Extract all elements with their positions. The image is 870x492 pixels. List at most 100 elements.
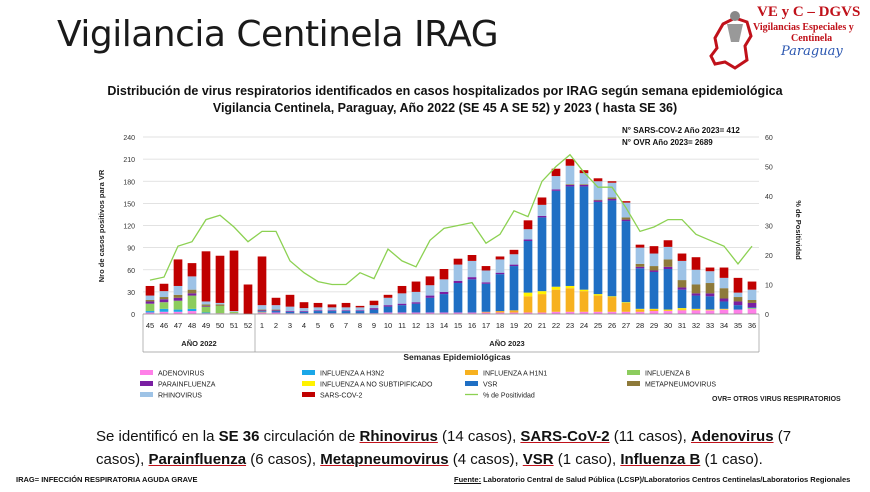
logo: VE y C – DGVS Vigilancias Especiales y C…	[705, 2, 865, 80]
bar-segment	[663, 266, 673, 270]
x-tick-label: 3	[288, 321, 292, 330]
bar-segment	[719, 277, 729, 289]
bar-segment	[635, 244, 645, 248]
bar-segment	[677, 253, 687, 261]
bar-segment	[369, 305, 379, 309]
year-group-label: AÑO 2022	[181, 339, 216, 348]
bar-segment	[635, 247, 645, 264]
bar-segment	[565, 285, 575, 289]
y-tick-label: 210	[123, 157, 135, 164]
bar-segment	[327, 304, 337, 308]
bar-segment	[579, 311, 589, 314]
legend-label: % de Positividad	[483, 393, 535, 400]
bar-segment	[747, 289, 757, 300]
bar-segment	[145, 295, 155, 300]
bar-segment	[691, 293, 701, 296]
bar-segment	[439, 294, 449, 313]
x-tick-label: 6	[330, 321, 334, 330]
summary-virus-count: (1 caso),	[553, 451, 621, 468]
bar-segment	[173, 294, 183, 298]
bar-segment	[257, 311, 267, 313]
y-tick-label: 180	[123, 179, 135, 186]
bar-segment	[481, 283, 491, 312]
bar-segment	[705, 310, 715, 314]
y2-tick-label: 10	[765, 283, 773, 290]
bar-segment	[523, 296, 533, 313]
bar-segment	[663, 311, 673, 314]
x-tick-label: 12	[412, 321, 420, 330]
bar-segment	[537, 312, 547, 314]
bar-segment	[271, 309, 281, 311]
summary-virus-name: Adenovirus	[691, 428, 774, 445]
summary-mid: circulación de	[263, 428, 356, 445]
chart-annotation-ovr: N° OVR Año 2023= 2689	[622, 138, 713, 147]
bar-segment	[355, 305, 365, 308]
bar-segment	[537, 204, 547, 216]
positivity-line	[149, 153, 753, 286]
legend-swatch	[627, 370, 640, 375]
y-tick-label: 60	[127, 268, 135, 275]
legend-label: VSR	[483, 382, 497, 389]
logo-subtitle-2: Centinela	[791, 33, 833, 44]
bar-segment	[635, 266, 645, 269]
bar-segment	[215, 302, 225, 305]
x-tick-label: 16	[468, 321, 476, 330]
bar-segment	[565, 186, 575, 286]
bar-segment	[677, 309, 687, 311]
x-tick-label: 2	[274, 321, 278, 330]
bar-segment	[257, 256, 267, 306]
bar-segment	[257, 305, 267, 310]
bar-segment	[677, 310, 687, 314]
y-tick-label: 90	[127, 246, 135, 253]
bar-segment	[607, 197, 617, 199]
bar-segment	[593, 200, 603, 202]
bar-segment	[313, 302, 323, 308]
bar-segment	[719, 288, 729, 299]
x-tick-label: 45	[146, 321, 154, 330]
x-tick-label: 51	[230, 321, 238, 330]
bar-segment	[229, 311, 239, 314]
bar-segment	[719, 267, 729, 278]
bar-segment	[733, 277, 743, 293]
bar-segment	[733, 301, 743, 306]
legend-swatch	[302, 392, 315, 397]
bar-segment	[481, 266, 491, 271]
bar-segment	[383, 305, 393, 307]
chart-title: Distribución de virus respiratorios iden…	[107, 84, 783, 98]
year-group-label: AÑO 2023	[489, 339, 524, 348]
bar-segment	[509, 254, 519, 265]
bar-segment	[733, 292, 743, 298]
bar-segment	[173, 259, 183, 286]
bar-segment	[677, 308, 687, 310]
bar-segment	[159, 308, 169, 312]
x-tick-label: 32	[692, 321, 700, 330]
bar-segment	[397, 303, 407, 306]
legend-label: METAPNEUMOVIRUS	[645, 382, 716, 389]
chart-subtitle: Vigilancia Centinela, Paraguay, Año 2022…	[212, 101, 678, 115]
bar-segment	[691, 310, 701, 314]
bar-segment	[593, 295, 603, 312]
bar-segment	[369, 309, 379, 314]
bar-segment	[719, 301, 729, 309]
summary-virus-count: (1 caso).	[700, 451, 763, 468]
bar-segment	[397, 285, 407, 294]
y-axis-label: Nro de casos positivos para VR	[97, 169, 106, 282]
x-tick-label: 25	[594, 321, 602, 330]
x-tick-label: 21	[538, 321, 546, 330]
bar-segment	[397, 293, 407, 304]
x-tick-label: 34	[720, 321, 728, 330]
bar-segment	[551, 286, 561, 290]
bar-segment	[705, 293, 715, 297]
bar-segment	[747, 307, 757, 309]
bar-segment	[635, 308, 645, 310]
bar-segment	[537, 291, 547, 295]
bar-segment	[425, 295, 435, 298]
bar-segment	[425, 312, 435, 314]
bar-segment	[271, 297, 281, 306]
y-tick-label: 0	[131, 312, 135, 319]
bar-segment	[201, 312, 211, 314]
summary-virus-name: Metapneumovirus	[320, 451, 449, 468]
x-tick-label: 8	[358, 321, 362, 330]
bar-segment	[565, 184, 575, 185]
legend-swatch	[140, 392, 153, 397]
